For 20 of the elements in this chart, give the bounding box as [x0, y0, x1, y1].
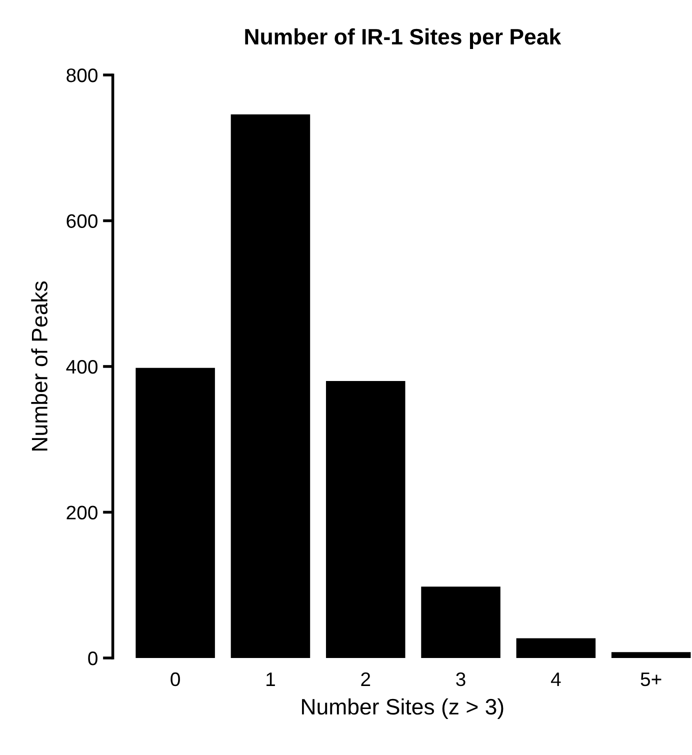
y-tick-label: 800 [66, 68, 98, 82]
x-tick-label: 0 [170, 672, 180, 686]
y-tick-label: 400 [66, 360, 98, 374]
bar [516, 638, 596, 658]
y-axis-title: Number of Peaks [31, 281, 48, 450]
x-tick-label: 1 [266, 672, 275, 686]
bar [611, 652, 691, 658]
bar [136, 368, 215, 658]
x-tick-label: 2 [361, 672, 370, 686]
bar [326, 381, 406, 658]
chart-title: Number of IR-1 Sites per Peak [245, 28, 562, 50]
x-tick-label: 5+ [640, 672, 662, 686]
x-axis-title: Number Sites (z > 3) [302, 698, 504, 720]
bar [230, 114, 310, 658]
y-tick-label: 200 [66, 506, 98, 520]
x-tick-label: 3 [456, 672, 466, 686]
y-tick-label: 600 [66, 214, 98, 228]
x-tick-label: 4 [550, 672, 561, 686]
bar [421, 586, 500, 658]
y-tick-label: 0 [88, 651, 98, 666]
